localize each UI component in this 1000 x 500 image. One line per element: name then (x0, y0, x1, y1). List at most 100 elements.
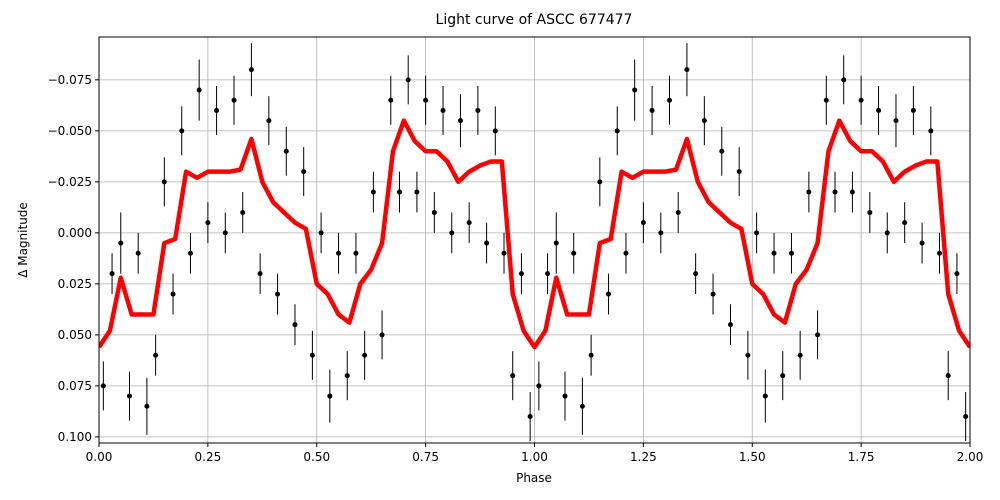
y-tick-label: 0.000 (58, 226, 92, 240)
plot-area (99, 43, 970, 441)
y-tick-label: 0.025 (58, 277, 92, 291)
data-point (475, 107, 481, 113)
y-tick-label: 0.075 (58, 379, 92, 393)
data-point (336, 250, 342, 256)
data-point (362, 352, 368, 358)
data-point (571, 250, 577, 256)
data-point (632, 87, 638, 93)
data-point (675, 209, 681, 215)
data-point (440, 107, 446, 113)
data-point (579, 403, 585, 409)
data-point (240, 209, 246, 215)
data-point (693, 271, 699, 277)
data-point (876, 107, 882, 113)
data-point (257, 271, 263, 277)
x-tick-label: 0.75 (412, 450, 439, 464)
data-point (118, 240, 124, 246)
axes: 0.00 0.25 0.50 0.75 1.00 1.25 1.50 1.75 2.00 0.10… (48, 73, 984, 464)
data-point (841, 77, 847, 83)
data-point (153, 352, 159, 358)
data-point (396, 189, 402, 195)
data-point (196, 87, 202, 93)
x-tick-label: 1.25 (630, 450, 657, 464)
data-point (806, 189, 812, 195)
data-point (945, 373, 951, 379)
data-point (518, 271, 524, 277)
data-point (457, 118, 463, 124)
x-tick-label: 0.50 (303, 450, 330, 464)
y-axis-label: Δ Magnitude (16, 202, 30, 278)
data-point (449, 230, 455, 236)
data-point (248, 67, 254, 73)
data-point (135, 250, 141, 256)
data-point (893, 118, 899, 124)
data-point (266, 118, 272, 124)
x-tick-label: 0.25 (195, 450, 222, 464)
data-point (431, 209, 437, 215)
chart-title: Light curve of ASCC 677477 (436, 12, 633, 28)
data-point (510, 373, 516, 379)
data-point (823, 97, 829, 103)
x-tick-label: 2.00 (957, 450, 984, 464)
y-tick-label: −0.075 (48, 73, 92, 87)
data-point (658, 230, 664, 236)
data-point (222, 230, 228, 236)
data-point (745, 352, 751, 358)
data-point (623, 250, 629, 256)
fit-curve (99, 118, 970, 350)
x-tick-label: 1.50 (739, 450, 766, 464)
data-point (710, 291, 716, 297)
data-point (109, 271, 115, 277)
data-point (562, 393, 568, 399)
data-point (405, 77, 411, 83)
data-point (170, 291, 176, 297)
data-point (100, 383, 106, 389)
data-point (179, 128, 185, 134)
data-point (545, 271, 551, 277)
data-point (867, 209, 873, 215)
data-point (126, 393, 132, 399)
data-point (370, 189, 376, 195)
data-point (928, 128, 934, 134)
data-point (588, 352, 594, 358)
data-point (736, 169, 742, 175)
x-axis-label: Phase (516, 471, 552, 485)
grid (98, 37, 971, 443)
x-tick-label: 0.00 (86, 450, 113, 464)
data-point (832, 189, 838, 195)
data-point (492, 128, 498, 134)
data-point (309, 352, 315, 358)
data-point (484, 240, 490, 246)
data-point (388, 97, 394, 103)
data-point (797, 352, 803, 358)
data-point (144, 403, 150, 409)
y-tick-label: 0.100 (58, 430, 92, 444)
data-point (205, 220, 211, 226)
data-point (963, 413, 969, 419)
data-point (327, 393, 333, 399)
data-point (301, 169, 307, 175)
data-point (344, 373, 350, 379)
data-point (353, 250, 359, 256)
data-point (919, 240, 925, 246)
data-point (684, 67, 690, 73)
data-point (884, 230, 890, 236)
data-point (649, 107, 655, 113)
data-point (292, 322, 298, 328)
data-point (187, 250, 193, 256)
data-point (318, 230, 324, 236)
data-point (701, 118, 707, 124)
data-point (597, 179, 603, 185)
data-point (727, 322, 733, 328)
data-point (910, 107, 916, 113)
y-tick-label: 0.050 (58, 328, 92, 342)
y-tick-label: −0.050 (48, 124, 92, 138)
data-point (788, 250, 794, 256)
x-tick-label: 1.75 (848, 450, 875, 464)
data-point (771, 250, 777, 256)
data-point (667, 97, 673, 103)
data-point (536, 383, 542, 389)
data-point (614, 128, 620, 134)
data-point (754, 230, 760, 236)
data-point (902, 220, 908, 226)
